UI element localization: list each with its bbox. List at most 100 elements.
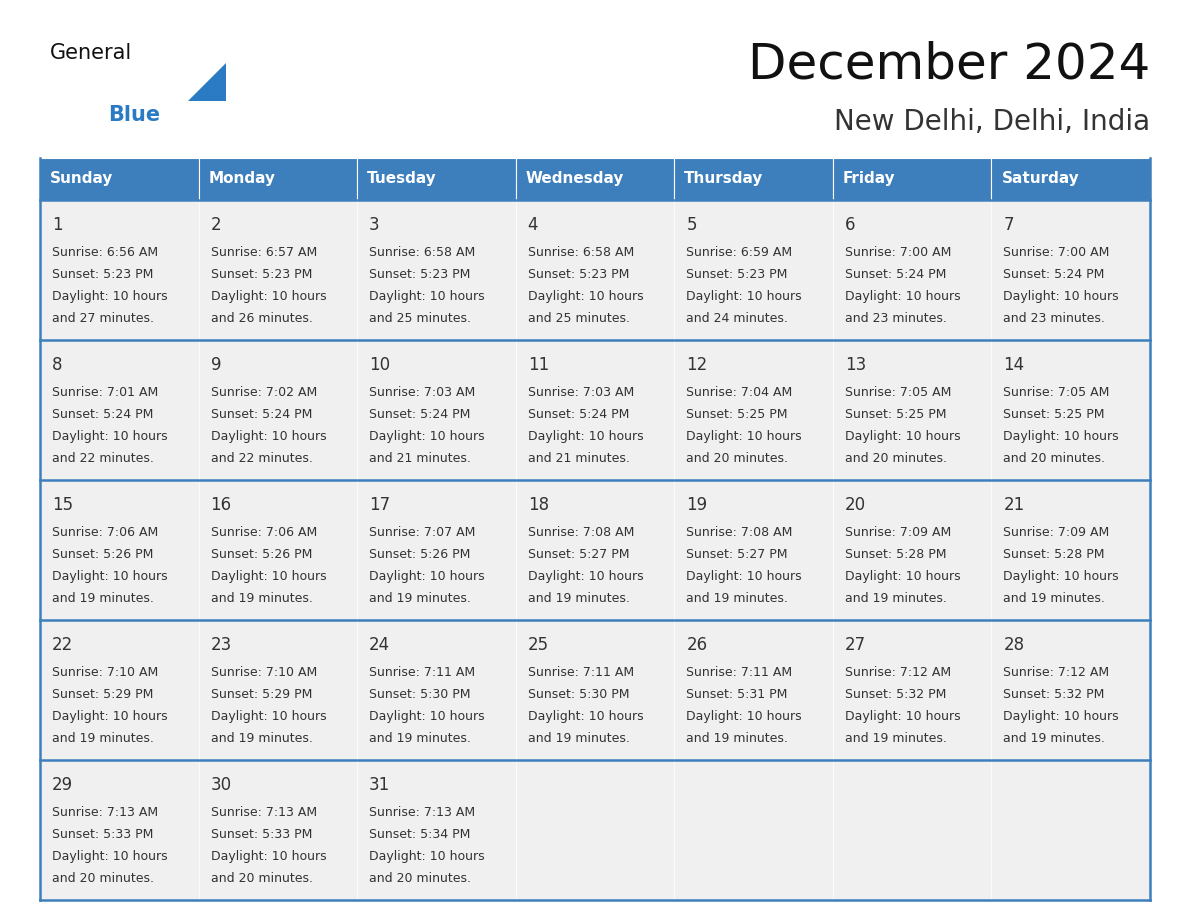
Text: Sunrise: 7:10 AM: Sunrise: 7:10 AM bbox=[52, 666, 158, 679]
Text: Daylight: 10 hours: Daylight: 10 hours bbox=[687, 290, 802, 303]
Text: 15: 15 bbox=[52, 496, 74, 514]
Bar bbox=[992, 480, 1150, 620]
Text: Sunrise: 6:57 AM: Sunrise: 6:57 AM bbox=[210, 246, 317, 259]
Text: New Delhi, Delhi, India: New Delhi, Delhi, India bbox=[834, 108, 1150, 136]
Text: Daylight: 10 hours: Daylight: 10 hours bbox=[210, 290, 327, 303]
Text: and 25 minutes.: and 25 minutes. bbox=[527, 312, 630, 325]
Text: Sunset: 5:24 PM: Sunset: 5:24 PM bbox=[52, 408, 153, 421]
Text: 13: 13 bbox=[845, 356, 866, 374]
Text: Sunset: 5:27 PM: Sunset: 5:27 PM bbox=[687, 548, 788, 561]
Text: General: General bbox=[50, 43, 132, 63]
Text: 21: 21 bbox=[1004, 496, 1025, 514]
Text: Sunset: 5:31 PM: Sunset: 5:31 PM bbox=[687, 688, 788, 701]
Text: Sunset: 5:23 PM: Sunset: 5:23 PM bbox=[369, 268, 470, 281]
Text: Daylight: 10 hours: Daylight: 10 hours bbox=[527, 430, 644, 443]
Text: 20: 20 bbox=[845, 496, 866, 514]
Text: 11: 11 bbox=[527, 356, 549, 374]
Text: Blue: Blue bbox=[108, 105, 160, 125]
Text: Sunrise: 7:13 AM: Sunrise: 7:13 AM bbox=[52, 806, 158, 819]
Bar bbox=[198, 200, 358, 340]
Text: Sunrise: 7:00 AM: Sunrise: 7:00 AM bbox=[845, 246, 952, 259]
Text: 29: 29 bbox=[52, 776, 74, 794]
Text: Sunrise: 7:13 AM: Sunrise: 7:13 AM bbox=[369, 806, 475, 819]
Text: Daylight: 10 hours: Daylight: 10 hours bbox=[210, 850, 327, 863]
Text: and 19 minutes.: and 19 minutes. bbox=[1004, 592, 1105, 605]
Bar bbox=[833, 620, 992, 760]
Text: and 19 minutes.: and 19 minutes. bbox=[210, 732, 312, 745]
Text: Sunrise: 7:12 AM: Sunrise: 7:12 AM bbox=[1004, 666, 1110, 679]
Bar bbox=[358, 340, 516, 480]
Bar bbox=[833, 340, 992, 480]
Text: 27: 27 bbox=[845, 636, 866, 654]
Text: 31: 31 bbox=[369, 776, 391, 794]
Text: Sunset: 5:24 PM: Sunset: 5:24 PM bbox=[845, 268, 946, 281]
Text: 4: 4 bbox=[527, 216, 538, 234]
Text: Sunrise: 6:58 AM: Sunrise: 6:58 AM bbox=[527, 246, 634, 259]
Polygon shape bbox=[188, 63, 226, 101]
Text: Sunrise: 7:11 AM: Sunrise: 7:11 AM bbox=[369, 666, 475, 679]
Text: 28: 28 bbox=[1004, 636, 1024, 654]
Text: Sunrise: 7:04 AM: Sunrise: 7:04 AM bbox=[687, 386, 792, 399]
Text: Sunrise: 7:09 AM: Sunrise: 7:09 AM bbox=[845, 526, 952, 539]
Text: Sunrise: 6:56 AM: Sunrise: 6:56 AM bbox=[52, 246, 158, 259]
Text: and 19 minutes.: and 19 minutes. bbox=[369, 592, 470, 605]
Text: Thursday: Thursday bbox=[684, 172, 764, 186]
Text: 17: 17 bbox=[369, 496, 391, 514]
Text: Sunrise: 7:12 AM: Sunrise: 7:12 AM bbox=[845, 666, 950, 679]
Text: and 20 minutes.: and 20 minutes. bbox=[210, 872, 312, 885]
Text: and 26 minutes.: and 26 minutes. bbox=[210, 312, 312, 325]
Text: Daylight: 10 hours: Daylight: 10 hours bbox=[52, 430, 168, 443]
Bar bbox=[198, 480, 358, 620]
Text: Sunset: 5:29 PM: Sunset: 5:29 PM bbox=[210, 688, 312, 701]
Text: and 19 minutes.: and 19 minutes. bbox=[845, 592, 947, 605]
Text: and 19 minutes.: and 19 minutes. bbox=[687, 592, 788, 605]
Bar bbox=[516, 760, 675, 900]
Text: and 19 minutes.: and 19 minutes. bbox=[1004, 732, 1105, 745]
Text: 19: 19 bbox=[687, 496, 707, 514]
Bar bbox=[516, 158, 675, 200]
Text: and 22 minutes.: and 22 minutes. bbox=[52, 452, 154, 465]
Text: 12: 12 bbox=[687, 356, 708, 374]
Bar bbox=[516, 340, 675, 480]
Text: Daylight: 10 hours: Daylight: 10 hours bbox=[1004, 710, 1119, 723]
Text: Daylight: 10 hours: Daylight: 10 hours bbox=[52, 850, 168, 863]
Text: and 25 minutes.: and 25 minutes. bbox=[369, 312, 472, 325]
Text: Daylight: 10 hours: Daylight: 10 hours bbox=[527, 570, 644, 583]
Bar bbox=[40, 620, 198, 760]
Text: Daylight: 10 hours: Daylight: 10 hours bbox=[1004, 570, 1119, 583]
Text: Tuesday: Tuesday bbox=[367, 172, 437, 186]
Bar bbox=[40, 200, 198, 340]
Text: 22: 22 bbox=[52, 636, 74, 654]
Text: Sunset: 5:28 PM: Sunset: 5:28 PM bbox=[1004, 548, 1105, 561]
Bar bbox=[516, 620, 675, 760]
Text: 6: 6 bbox=[845, 216, 855, 234]
Text: and 19 minutes.: and 19 minutes. bbox=[845, 732, 947, 745]
Text: Daylight: 10 hours: Daylight: 10 hours bbox=[52, 710, 168, 723]
Text: Sunset: 5:30 PM: Sunset: 5:30 PM bbox=[527, 688, 630, 701]
Text: Sunset: 5:33 PM: Sunset: 5:33 PM bbox=[52, 828, 153, 841]
Text: 7: 7 bbox=[1004, 216, 1013, 234]
Bar bbox=[358, 158, 516, 200]
Text: Daylight: 10 hours: Daylight: 10 hours bbox=[210, 430, 327, 443]
Bar bbox=[833, 158, 992, 200]
Text: and 27 minutes.: and 27 minutes. bbox=[52, 312, 154, 325]
Text: Sunset: 5:24 PM: Sunset: 5:24 PM bbox=[210, 408, 312, 421]
Bar bbox=[198, 760, 358, 900]
Text: Sunset: 5:24 PM: Sunset: 5:24 PM bbox=[527, 408, 630, 421]
Text: Sunrise: 7:08 AM: Sunrise: 7:08 AM bbox=[527, 526, 634, 539]
Bar bbox=[40, 158, 198, 200]
Text: 16: 16 bbox=[210, 496, 232, 514]
Text: 14: 14 bbox=[1004, 356, 1024, 374]
Text: and 23 minutes.: and 23 minutes. bbox=[845, 312, 947, 325]
Text: Daylight: 10 hours: Daylight: 10 hours bbox=[845, 570, 960, 583]
Text: Daylight: 10 hours: Daylight: 10 hours bbox=[1004, 430, 1119, 443]
Text: Sunset: 5:32 PM: Sunset: 5:32 PM bbox=[1004, 688, 1105, 701]
Bar bbox=[675, 200, 833, 340]
Text: 24: 24 bbox=[369, 636, 391, 654]
Text: Sunset: 5:23 PM: Sunset: 5:23 PM bbox=[527, 268, 630, 281]
Text: Sunrise: 7:01 AM: Sunrise: 7:01 AM bbox=[52, 386, 158, 399]
Bar bbox=[992, 760, 1150, 900]
Text: and 20 minutes.: and 20 minutes. bbox=[687, 452, 789, 465]
Text: Sunset: 5:25 PM: Sunset: 5:25 PM bbox=[845, 408, 947, 421]
Text: Sunrise: 7:11 AM: Sunrise: 7:11 AM bbox=[527, 666, 634, 679]
